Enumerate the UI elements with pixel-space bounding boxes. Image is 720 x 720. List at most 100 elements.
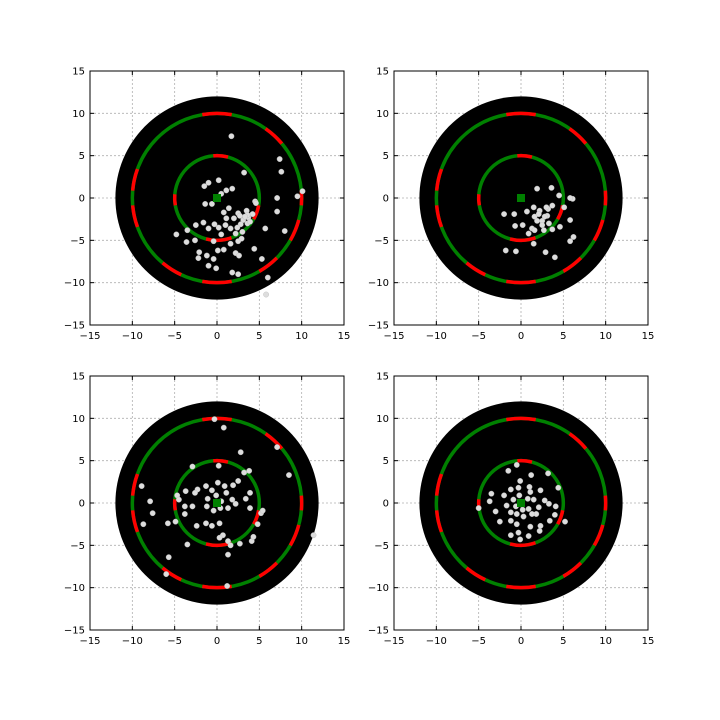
data-point xyxy=(205,225,212,232)
x-tick-label: 10 xyxy=(295,636,308,647)
ring-segment xyxy=(562,561,583,578)
x-tick-label: 10 xyxy=(599,636,612,647)
ring-segment xyxy=(213,153,229,159)
data-point xyxy=(503,502,510,509)
data-point xyxy=(237,449,244,456)
data-point xyxy=(193,522,200,529)
data-point xyxy=(229,269,236,276)
y-tick-label: −10 xyxy=(368,583,389,594)
ring-segment xyxy=(161,566,182,582)
ring-segment xyxy=(505,279,537,285)
data-point xyxy=(204,495,211,502)
ring-segment xyxy=(505,416,537,422)
y-tick-label: −5 xyxy=(70,236,85,247)
data-point xyxy=(546,500,552,507)
data-point xyxy=(223,489,230,496)
data-point xyxy=(229,185,236,192)
data-point xyxy=(216,534,223,541)
data-point xyxy=(216,520,223,527)
data-point xyxy=(557,223,563,230)
x-tick-label: −5 xyxy=(471,331,486,342)
data-point xyxy=(235,271,242,278)
data-point xyxy=(310,532,317,539)
data-point xyxy=(163,571,170,578)
ring-segment xyxy=(258,561,279,578)
data-point xyxy=(299,188,306,195)
data-point xyxy=(215,224,222,231)
ring-segment xyxy=(264,127,284,145)
data-point xyxy=(567,195,574,201)
data-point xyxy=(539,222,546,228)
ring-segment xyxy=(130,510,140,533)
data-point xyxy=(236,252,242,259)
data-point xyxy=(251,245,258,252)
ring-segment xyxy=(201,111,233,117)
data-point xyxy=(138,483,145,489)
data-point xyxy=(529,511,535,517)
data-point xyxy=(511,211,518,217)
data-point xyxy=(196,249,203,256)
center-marker xyxy=(213,499,221,507)
ring-segment xyxy=(264,432,284,450)
data-point xyxy=(278,168,285,175)
data-point xyxy=(535,504,542,511)
data-point xyxy=(562,518,568,525)
data-point xyxy=(549,202,556,209)
data-point xyxy=(225,551,231,558)
data-point xyxy=(231,215,237,222)
data-point xyxy=(210,238,217,245)
data-point xyxy=(247,489,253,496)
data-point xyxy=(543,204,550,211)
x-tick-label: 10 xyxy=(599,331,612,342)
data-point xyxy=(513,461,520,468)
data-point xyxy=(535,211,542,217)
data-point xyxy=(241,169,247,176)
ring-segment xyxy=(172,194,178,206)
data-point xyxy=(172,518,179,525)
subplot-4: −15 −10 −5 0 5 10 15 −15 −10 −5 0 5 10 15 xyxy=(368,372,654,648)
ring-segment xyxy=(434,510,444,533)
x-tick-label: 0 xyxy=(518,636,524,647)
ring-segment xyxy=(562,256,583,273)
ring-segment xyxy=(465,261,486,277)
data-point xyxy=(528,472,535,478)
y-tick-label: 15 xyxy=(72,67,85,78)
data-point xyxy=(203,503,210,510)
data-point xyxy=(488,490,495,497)
ring-segment xyxy=(130,168,140,191)
subplot-2: −15 −10 −5 0 5 10 15 −15 −10 −5 0 5 10 15 xyxy=(368,67,654,343)
x-tick-label: −10 xyxy=(122,331,143,342)
data-point xyxy=(519,222,526,228)
y-tick-label: −5 xyxy=(374,541,389,552)
data-point xyxy=(189,463,196,470)
data-point xyxy=(530,204,537,211)
x-tick-label: 5 xyxy=(560,636,566,647)
ring-segment xyxy=(258,256,279,273)
data-point xyxy=(540,227,547,234)
ring-segment xyxy=(517,458,533,464)
ring-segment xyxy=(509,236,537,243)
data-point xyxy=(247,218,253,225)
data-point xyxy=(525,230,532,237)
data-point xyxy=(524,495,531,502)
y-tick-label: −10 xyxy=(368,278,389,289)
data-point xyxy=(264,274,271,281)
data-point xyxy=(192,489,198,496)
data-point xyxy=(552,503,559,510)
data-point xyxy=(548,184,555,191)
data-point xyxy=(567,217,574,223)
data-point xyxy=(253,200,259,206)
data-point xyxy=(286,472,292,478)
data-point xyxy=(249,211,256,217)
data-point xyxy=(274,444,281,451)
x-tick-label: −10 xyxy=(426,331,447,342)
data-point xyxy=(203,252,210,259)
data-point xyxy=(165,554,172,561)
data-point xyxy=(242,495,249,502)
data-point xyxy=(527,523,534,530)
y-tick-label: 10 xyxy=(376,109,389,120)
data-point xyxy=(225,538,231,544)
data-point xyxy=(545,470,551,477)
x-tick-label: 0 xyxy=(214,636,220,647)
data-point xyxy=(218,231,225,238)
